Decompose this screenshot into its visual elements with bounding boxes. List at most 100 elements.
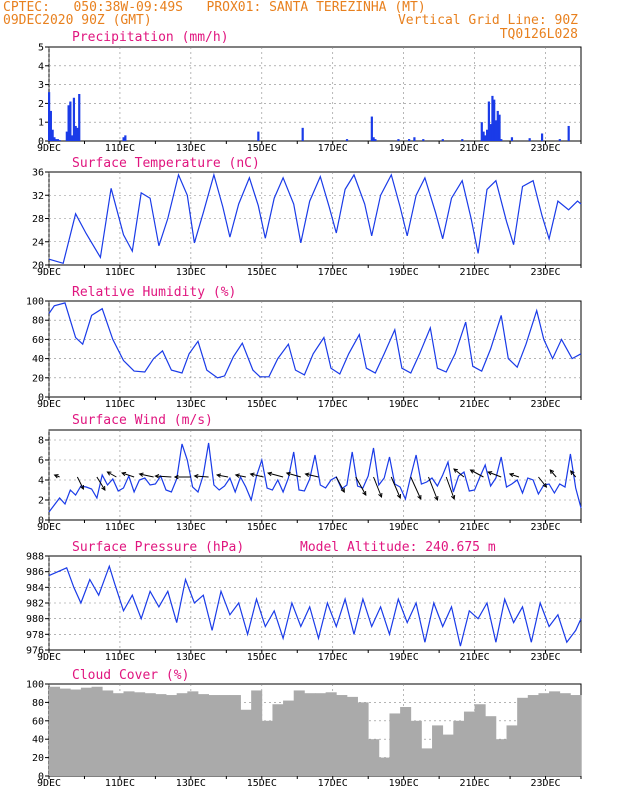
cloud-cover-xtick-label: 17DEC	[318, 778, 348, 789]
humidity-ytick-label: 40	[32, 354, 44, 365]
wind-vector-head	[106, 471, 112, 476]
wind-vector-shaft	[194, 475, 209, 478]
precipitation-xtick-label: 19DEC	[389, 143, 419, 154]
wind-vector-shaft	[217, 474, 229, 478]
precipitation-ytick-label: 4	[38, 61, 44, 72]
wind-vector	[453, 468, 465, 478]
pressure-ytick-label: 976	[26, 646, 44, 657]
cloud-cover-column	[187, 691, 199, 776]
temperature-title: Surface Temperature (nC)	[72, 156, 260, 171]
cloud-cover-column	[378, 757, 390, 776]
humidity-xtick-label: 11DEC	[105, 399, 135, 410]
cloud-cover-column	[559, 693, 571, 776]
humidity-xtick-label: 19DEC	[389, 399, 419, 410]
humidity-title: Relative Humidity (%)	[72, 285, 236, 300]
cloud-cover-ytick-label: 40	[32, 735, 44, 746]
cloud-cover-column	[197, 694, 209, 776]
precip-bar	[407, 139, 411, 141]
cloud-cover-column	[315, 693, 327, 776]
wind-vector	[249, 472, 264, 478]
temperature-xtick-label: 13DEC	[176, 267, 206, 278]
cloud-cover-column	[432, 725, 444, 776]
cloud-cover-column	[357, 702, 369, 776]
cloud-cover-column	[304, 693, 316, 776]
wind-vector	[53, 474, 60, 479]
panel-temperature: 9DEC 11DEC 13DEC 15DEC 17DEC 19DEC 21DEC 23DEC 2…	[32, 156, 582, 278]
pressure-title: Surface Pressure (hPa)	[72, 540, 244, 555]
temperature-xtick-label: 17DEC	[318, 267, 348, 278]
pressure-xtick-label: 13DEC	[176, 652, 206, 663]
wind-vector-shaft	[453, 468, 465, 478]
wind-xtick-label: 13DEC	[176, 522, 206, 533]
humidity-ytick-label: 80	[32, 316, 44, 327]
cloud-cover-column	[144, 693, 156, 776]
wind-vector	[355, 476, 367, 496]
wind-vector	[428, 476, 439, 502]
humidity-xtick-label: 13DEC	[176, 399, 206, 410]
wind-xtick-label: 19DEC	[389, 522, 419, 533]
precip-bar	[482, 131, 485, 141]
wind-vector-shaft	[488, 471, 502, 478]
precipitation-ytick-label: 1	[38, 118, 44, 129]
pressure-ytick-label: 986	[26, 567, 44, 578]
cloud-cover-ytick-label: 20	[32, 753, 44, 764]
precip-bar	[48, 92, 51, 141]
precip-bar	[540, 133, 544, 141]
cloud-cover-column	[453, 720, 465, 776]
panel-wind: 9DEC 11DEC 13DEC 15DEC 17DEC 19DEC 21DEC 23DEC 0…	[37, 413, 582, 533]
wind-vector	[121, 471, 135, 478]
cloud-cover-column	[219, 695, 231, 776]
precip-bar	[567, 125, 570, 141]
wind-vector	[215, 473, 229, 478]
pressure-xtick-label: 17DEC	[318, 652, 348, 663]
precip-bar	[422, 139, 425, 141]
humidity-xtick-label: 23DEC	[530, 399, 560, 410]
wind-vector-shaft	[155, 475, 172, 478]
precipitation-xtick-label: 23DEC	[530, 143, 560, 154]
wind-vector-shaft	[107, 471, 117, 478]
pressure-xtick-label: 9DEC	[37, 652, 61, 663]
wind-vector	[304, 472, 319, 478]
precip-bar	[484, 135, 487, 141]
pressure-xtick-label: 21DEC	[460, 652, 490, 663]
wind-vector	[96, 476, 106, 491]
wind-vector-shaft	[305, 473, 319, 478]
precipitation-xtick-label: 17DEC	[318, 143, 348, 154]
wind-vector	[173, 474, 191, 480]
precip-bar	[72, 97, 76, 141]
precip-bar	[498, 114, 501, 141]
wind-vector	[76, 476, 84, 490]
pressure-ytick-label: 984	[26, 583, 44, 594]
header-grid-note: Vertical Grid Line: 90Z	[397, 13, 578, 28]
precip-bar	[496, 110, 499, 141]
cloud-cover-column	[91, 686, 103, 776]
precip-bar	[345, 139, 349, 141]
precip-bar	[257, 131, 260, 141]
cloud-cover-xtick-label: 15DEC	[247, 778, 277, 789]
pressure-xtick-label: 19DEC	[389, 652, 419, 663]
cloud-cover-column	[346, 696, 358, 776]
wind-vector	[138, 472, 154, 478]
cloud-cover-column	[70, 689, 82, 776]
wind-vector-head	[549, 469, 555, 475]
cloud-cover-column	[570, 695, 582, 776]
temperature-xtick-label: 11DEC	[105, 267, 135, 278]
wind-xtick-label: 21DEC	[460, 522, 490, 533]
wind-ytick-label: 6	[38, 456, 44, 467]
pressure-xtick-label: 23DEC	[530, 652, 560, 663]
wind-vector-head	[249, 472, 255, 477]
wind-vector	[234, 473, 246, 478]
header: CPTEC: 050:38W-09:49S PROX01: SANTA TERE…	[0, 0, 618, 46]
wind-vector-head	[173, 474, 179, 480]
precipitation-ytick-label: 3	[38, 80, 44, 91]
wind-vector-shaft	[235, 474, 246, 478]
wind-vector-shaft	[373, 476, 382, 498]
cloud-cover-column	[463, 711, 475, 776]
pressure-ytick-label: 980	[26, 614, 44, 625]
wind-vector	[569, 470, 577, 478]
precip-bar	[489, 124, 492, 141]
wind-vector-head	[304, 472, 310, 477]
header-model-id: TQ0126L028	[499, 27, 578, 42]
wind-xtick-label: 9DEC	[37, 522, 61, 533]
precip-bar	[69, 101, 72, 141]
